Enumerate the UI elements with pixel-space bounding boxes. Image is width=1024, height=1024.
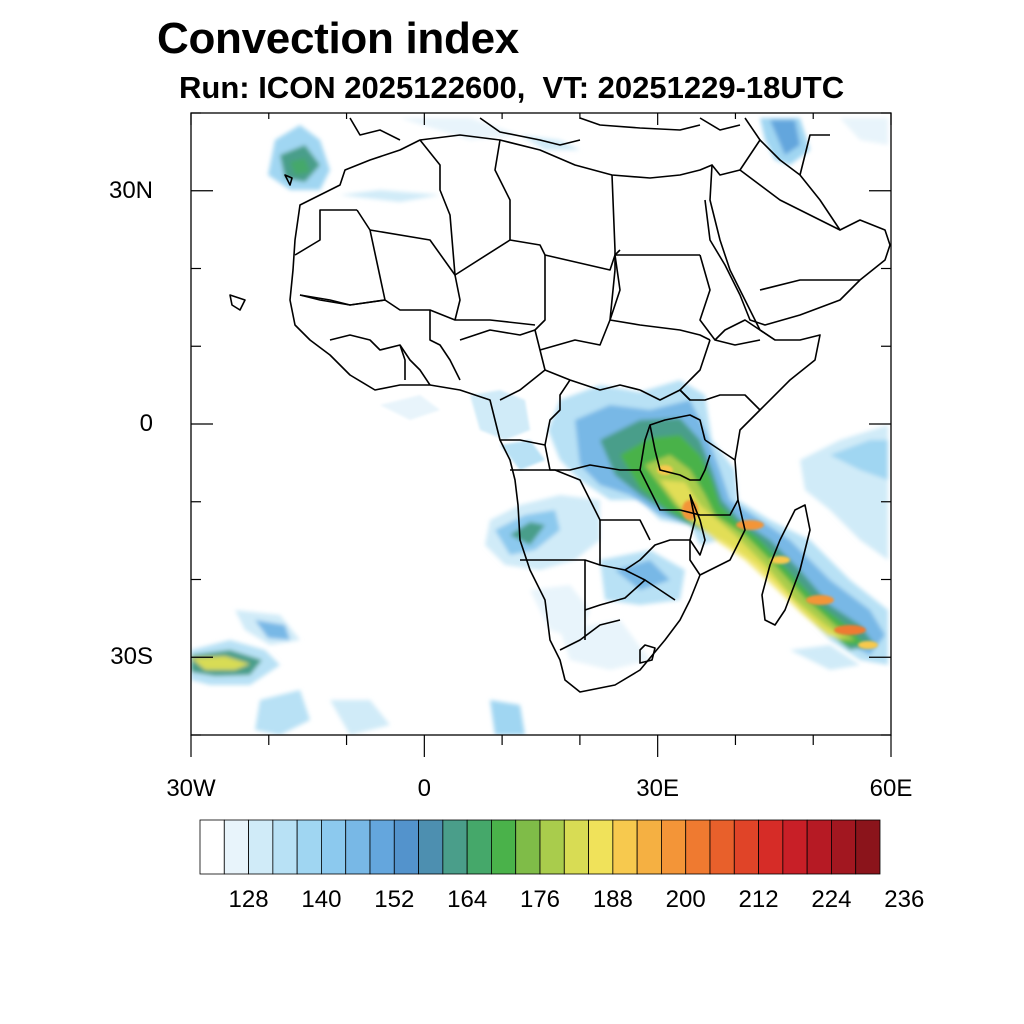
colorbar-label: 152 [374, 886, 415, 913]
colorbar-swatch [418, 819, 444, 875]
colorbar-swatch [491, 819, 517, 875]
lon-tick-label: 0 [417, 775, 432, 802]
colorbar-label: 176 [519, 886, 561, 913]
colorbar-swatch [393, 819, 419, 875]
colorbar-label: 236 [884, 886, 925, 913]
lat-tick-label: 0 [139, 410, 153, 437]
colorbar-swatch [466, 819, 492, 875]
colorbar-swatch [223, 819, 249, 875]
chart-subtitle: Run: ICON 2025122600, VT: 20251229-18UTC [179, 70, 845, 105]
colorbar-label: 188 [592, 886, 633, 913]
convection-area-southern-africa [530, 550, 685, 670]
axis-ticks [190, 112, 892, 757]
colorbar-swatch [612, 819, 638, 875]
colorbar-label: 200 [665, 886, 706, 913]
colorbar-swatch [661, 819, 687, 875]
colorbar-swatch [515, 819, 541, 875]
colorbar-swatch [733, 819, 759, 875]
colorbar-swatch [539, 819, 565, 875]
lat-tick-label: 30N [108, 176, 153, 204]
colorbar-swatch [321, 819, 347, 875]
colorbar-swatch [709, 819, 735, 875]
colorbar-swatch [636, 819, 662, 875]
colorbar-swatch [588, 819, 614, 875]
colorbar-label: 128 [228, 886, 269, 913]
lat-tick-label: 30S [110, 643, 153, 671]
convection-area-south-atlantic [191, 610, 525, 735]
colorbar-swatch [345, 819, 371, 875]
colorbar-swatch [272, 819, 298, 875]
convection-area-mediterranean [340, 118, 888, 202]
convection-area-angola [485, 495, 600, 570]
colorbar-swatch [758, 819, 784, 875]
colorbar-swatch [199, 819, 225, 875]
map-frame [190, 112, 892, 736]
colorbar-swatch [248, 819, 274, 875]
country-borders [229, 117, 891, 693]
colorbar-label: 212 [738, 886, 779, 913]
lon-tick-label: 30E [636, 775, 680, 802]
colorbar-swatch [782, 819, 808, 875]
convection-field-layer [191, 118, 888, 735]
chart-title: Convection index [157, 14, 519, 63]
colorbar-swatch [296, 819, 322, 875]
colorbar-label: 164 [447, 886, 488, 913]
convection-area-central-east-africa [548, 380, 888, 665]
colorbar-swatch [563, 819, 589, 875]
colorbar-swatch [855, 819, 881, 875]
lon-tick-label: 60E [869, 775, 913, 802]
colorbar-swatch [831, 819, 857, 875]
colorbar-swatch [369, 819, 395, 875]
convection-area-indian-ocean [790, 425, 888, 670]
convection-area-gulf-of-guinea [380, 390, 545, 470]
colorbar-label: 140 [301, 886, 342, 913]
colorbar-swatch [806, 819, 832, 875]
colorbar [199, 819, 881, 875]
colorbar-swatch [442, 819, 468, 875]
colorbar-swatch [685, 819, 711, 875]
lon-tick-label: 30W [166, 775, 216, 802]
convection-area-canaries [268, 125, 330, 190]
colorbar-label: 224 [811, 886, 852, 913]
